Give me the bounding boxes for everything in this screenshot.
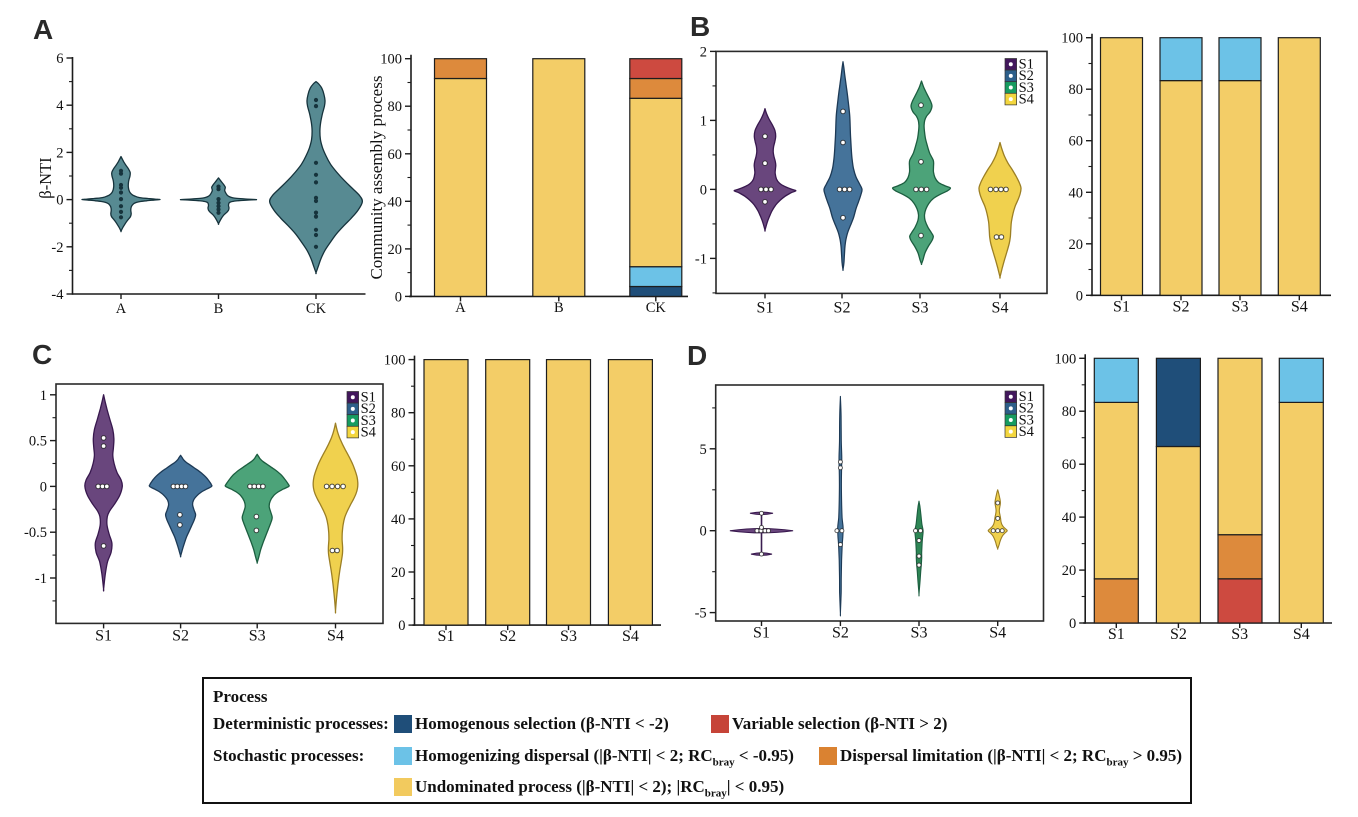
svg-text:S2: S2 xyxy=(172,627,189,644)
svg-text:S1: S1 xyxy=(361,390,376,406)
svg-text:-2: -2 xyxy=(51,240,63,256)
svg-text:40: 40 xyxy=(388,194,403,210)
svg-text:S1: S1 xyxy=(1019,389,1034,405)
svg-text:60: 60 xyxy=(388,147,403,163)
svg-text:100: 100 xyxy=(384,353,406,369)
svg-text:40: 40 xyxy=(391,512,406,528)
svg-text:20: 20 xyxy=(391,565,406,581)
svg-text:80: 80 xyxy=(1069,82,1084,98)
svg-text:Community assembly process: Community assembly process xyxy=(367,76,386,280)
svg-text:80: 80 xyxy=(391,406,406,422)
svg-text:A: A xyxy=(116,301,127,317)
svg-text:1: 1 xyxy=(700,113,707,129)
svg-text:100: 100 xyxy=(1054,351,1076,367)
svg-text:-1: -1 xyxy=(35,571,47,587)
svg-text:40: 40 xyxy=(1069,185,1084,201)
svg-text:S2: S2 xyxy=(499,628,516,645)
svg-text:S4: S4 xyxy=(992,299,1009,316)
svg-text:S3: S3 xyxy=(911,625,928,642)
svg-text:80: 80 xyxy=(388,99,403,115)
svg-text:100: 100 xyxy=(1061,31,1083,47)
svg-text:S1: S1 xyxy=(757,299,774,316)
svg-text:CK: CK xyxy=(646,300,667,316)
svg-text:S3: S3 xyxy=(912,299,929,316)
svg-text:S1: S1 xyxy=(1019,57,1034,73)
svg-text:0: 0 xyxy=(398,618,405,634)
svg-text:-0.5: -0.5 xyxy=(24,525,47,541)
svg-text:A: A xyxy=(455,300,466,316)
svg-text:60: 60 xyxy=(391,459,406,475)
svg-text:S2: S2 xyxy=(832,625,849,642)
svg-text:S1: S1 xyxy=(438,628,455,645)
svg-text:40: 40 xyxy=(1062,510,1077,526)
svg-text:2: 2 xyxy=(700,44,707,60)
svg-text:S2: S2 xyxy=(1019,401,1034,417)
svg-text:S4: S4 xyxy=(1019,91,1035,107)
svg-text:S4: S4 xyxy=(989,625,1006,642)
svg-text:100: 100 xyxy=(380,52,402,68)
svg-text:S4: S4 xyxy=(1291,298,1308,315)
svg-text:S3: S3 xyxy=(1231,626,1248,643)
svg-text:0: 0 xyxy=(1076,288,1083,304)
svg-text:B: B xyxy=(554,300,564,316)
svg-text:S3: S3 xyxy=(361,413,376,429)
svg-text:0: 0 xyxy=(395,289,402,305)
svg-text:S1: S1 xyxy=(1108,626,1125,643)
svg-text:0: 0 xyxy=(56,193,63,209)
svg-text:S1: S1 xyxy=(95,627,112,644)
svg-text:S4: S4 xyxy=(1019,424,1035,440)
svg-text:CK: CK xyxy=(306,301,327,317)
svg-text:S3: S3 xyxy=(1019,412,1034,428)
svg-text:β-NTI: β-NTI xyxy=(36,157,55,198)
svg-text:0: 0 xyxy=(40,479,47,495)
svg-text:S3: S3 xyxy=(1019,80,1034,96)
svg-text:S3: S3 xyxy=(1232,298,1249,315)
svg-text:0: 0 xyxy=(1069,616,1076,632)
svg-text:S1: S1 xyxy=(753,625,770,642)
svg-text:4: 4 xyxy=(56,98,64,114)
svg-text:20: 20 xyxy=(1062,563,1077,579)
svg-text:-4: -4 xyxy=(51,287,64,303)
svg-text:6: 6 xyxy=(56,51,63,67)
svg-text:S2: S2 xyxy=(361,401,376,417)
svg-text:S4: S4 xyxy=(361,424,377,440)
svg-text:B: B xyxy=(214,301,224,317)
svg-text:S2: S2 xyxy=(1019,68,1034,84)
svg-text:S1: S1 xyxy=(1113,298,1130,315)
svg-text:1: 1 xyxy=(40,388,47,404)
svg-text:80: 80 xyxy=(1062,404,1077,420)
svg-text:S4: S4 xyxy=(1293,626,1310,643)
svg-text:20: 20 xyxy=(1069,237,1084,253)
svg-text:S4: S4 xyxy=(622,628,639,645)
svg-text:0: 0 xyxy=(699,524,706,540)
svg-text:S2: S2 xyxy=(834,299,851,316)
svg-text:0: 0 xyxy=(700,182,707,198)
svg-text:-5: -5 xyxy=(695,606,707,622)
svg-text:20: 20 xyxy=(388,242,403,258)
svg-text:2: 2 xyxy=(56,145,63,161)
svg-text:5: 5 xyxy=(699,442,706,458)
svg-text:S3: S3 xyxy=(249,627,266,644)
svg-text:S3: S3 xyxy=(560,628,577,645)
svg-text:S2: S2 xyxy=(1170,626,1187,643)
svg-text:60: 60 xyxy=(1062,457,1077,473)
svg-text:S4: S4 xyxy=(327,627,344,644)
svg-text:-1: -1 xyxy=(695,251,707,267)
svg-text:0.5: 0.5 xyxy=(29,434,47,450)
svg-text:60: 60 xyxy=(1069,134,1084,150)
svg-text:S2: S2 xyxy=(1173,298,1190,315)
